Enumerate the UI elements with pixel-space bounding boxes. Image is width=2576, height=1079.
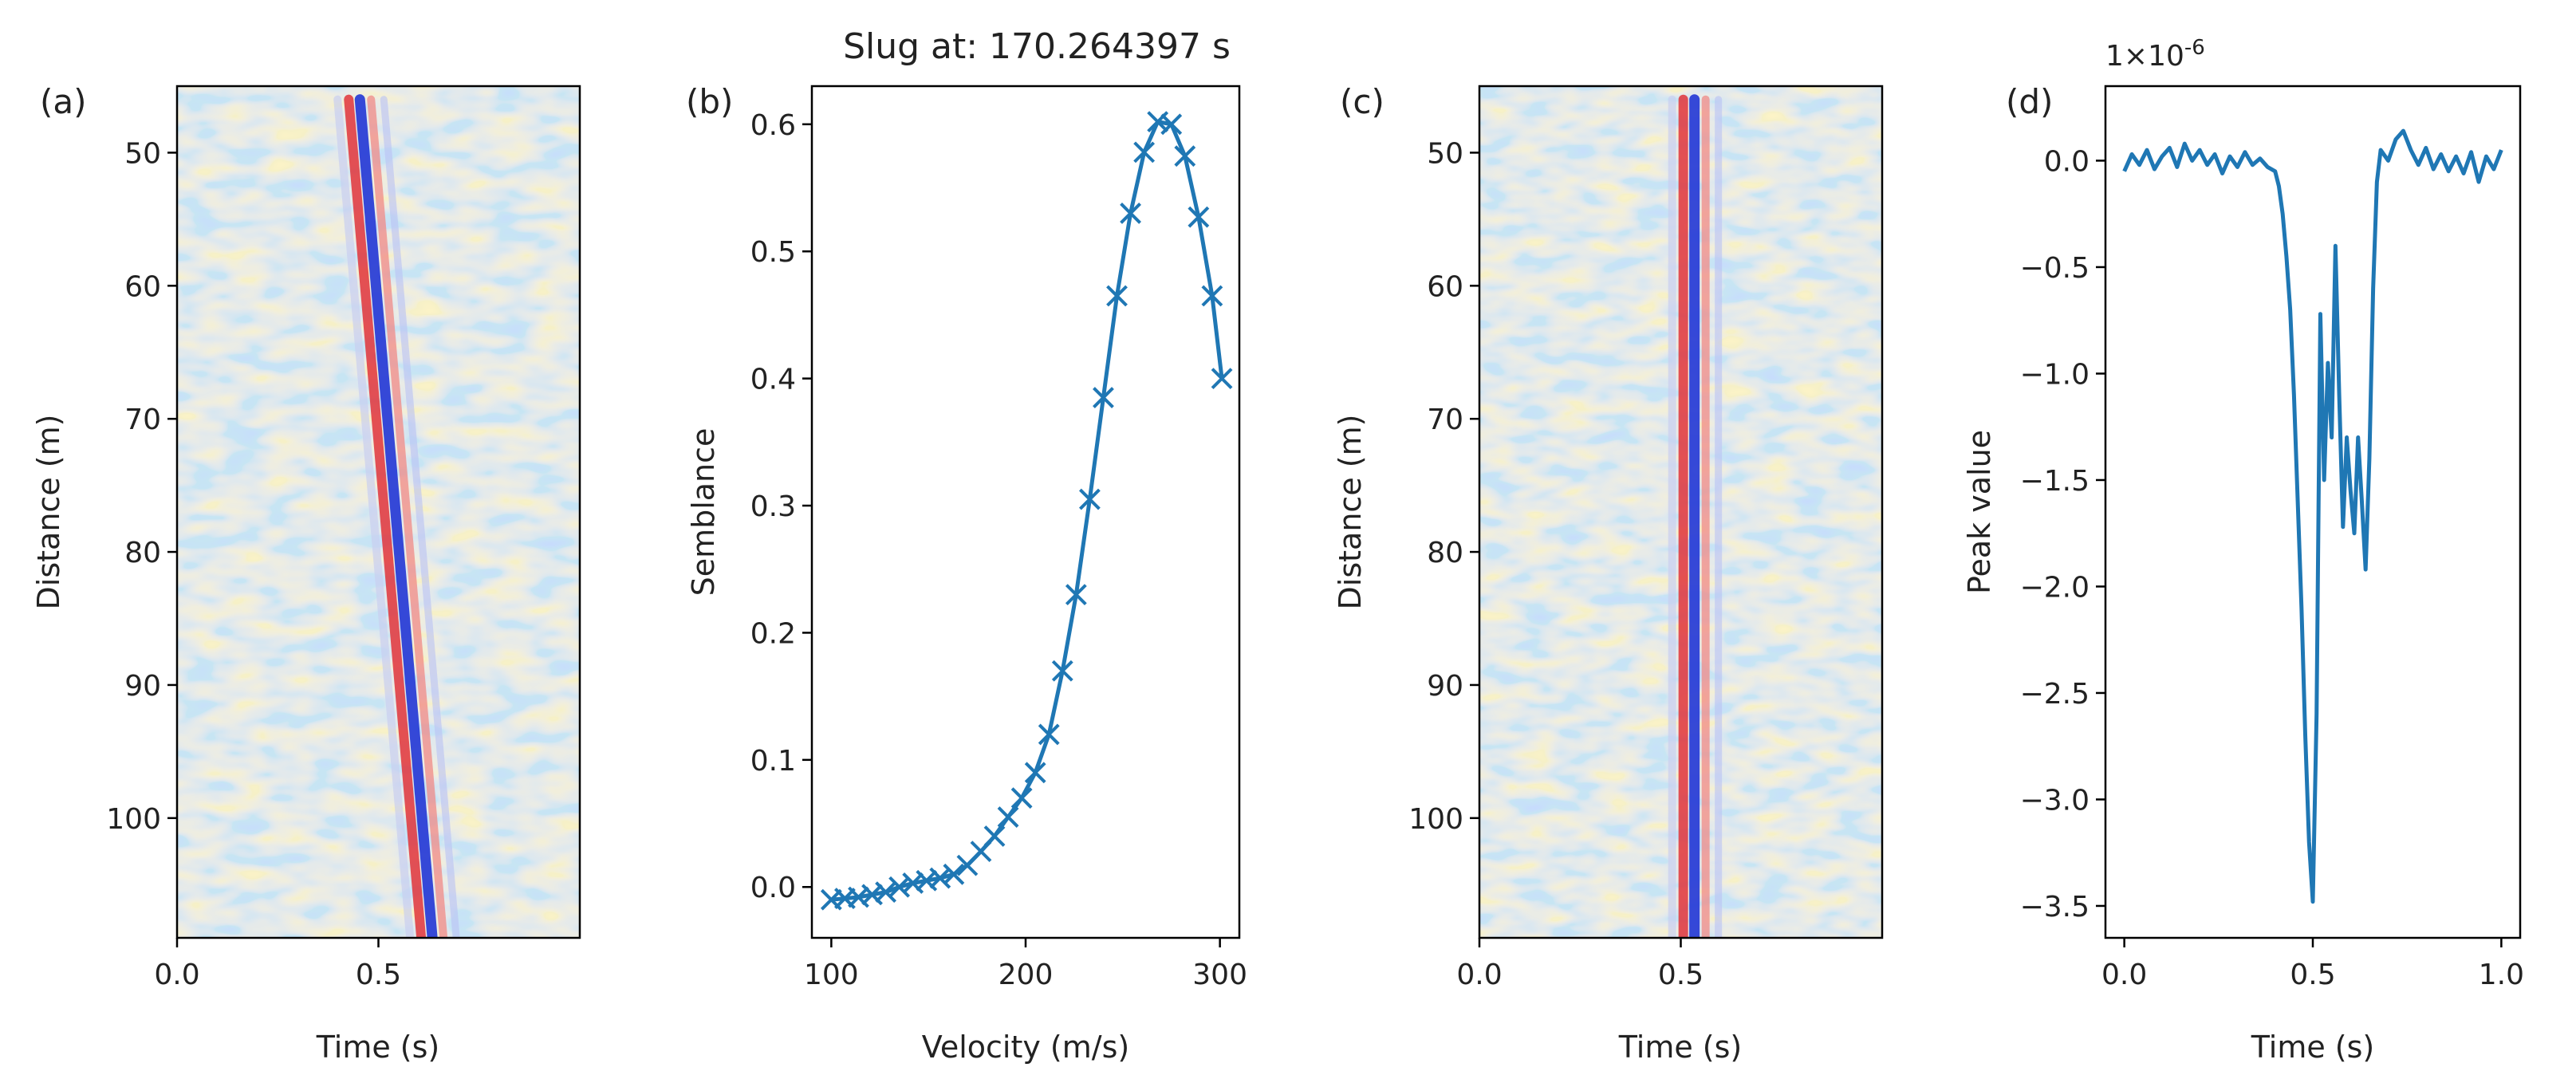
panel-c-ytick-label: 60 [1427, 270, 1463, 303]
panel-b-ytick-label: 0.3 [750, 490, 796, 523]
panel-b: 100 200 300 0.0 0.1 0.2 0.3 0.4 0.5 0.6 (b) Veloc… [686, 82, 1247, 1065]
panel-d-ytick-label: −2.5 [2020, 678, 2090, 711]
panel-a-label: (a) [40, 82, 87, 121]
figure-title: Slug at: 170.264397 s [843, 26, 1231, 67]
panel-a-ytick-label: 80 [124, 537, 161, 569]
panel-b-point-marker [1026, 763, 1045, 782]
panel-b-series-line [831, 122, 1222, 900]
panel-a-image [177, 86, 580, 938]
panel-b-xtick-label: 200 [998, 959, 1054, 991]
panel-c: 0.0 0.5 50 60 70 80 90 100 (c) Time (s) Distanc… [1333, 82, 1882, 1065]
panel-b-xtick-label: 300 [1192, 959, 1247, 991]
panel-c-xtick-label: 0.5 [1658, 959, 1704, 991]
panel-b-ytick-label: 0.1 [750, 745, 796, 778]
panel-a-ylabel: Distance (m) [31, 415, 66, 610]
panel-a: 0.0 0.5 50 60 70 80 90 100 (a) Time (s) Distanc… [31, 82, 580, 1065]
panel-a-ytick-label: 90 [124, 670, 161, 703]
panel-d-ytick-label: −1.0 [2020, 358, 2090, 391]
panel-d-ytick-label: −0.5 [2020, 252, 2090, 285]
panel-a-ytick-label: 70 [124, 404, 161, 436]
panel-a-ytick-label: 60 [124, 270, 161, 303]
panel-c-ytick-label: 70 [1427, 404, 1463, 436]
panel-b-point-marker [1012, 789, 1031, 808]
panel-a-ytick-label: 50 [124, 137, 161, 170]
panel-c-ytick-label: 90 [1427, 670, 1463, 703]
panel-b-xtick-label: 100 [804, 959, 859, 991]
panel-c-xtick-label: 0.0 [1456, 959, 1502, 991]
panel-b-xlabel: Velocity (m/s) [922, 1030, 1129, 1065]
panel-d-ytick-label: −3.0 [2020, 784, 2090, 817]
panel-b-ytick-label: 0.5 [750, 236, 796, 269]
panel-d-ylabel: Peak value [1962, 430, 1997, 594]
panel-b-frame [812, 86, 1239, 938]
panel-a-xtick-label: 0.0 [154, 959, 199, 991]
panel-d-xtick-label: 0.5 [2290, 959, 2335, 991]
panel-b-point-marker [998, 808, 1018, 827]
figure: Slug at: 170.264397 s 0.0 0.5 50 60 70 80 90 10… [0, 0, 2576, 1079]
panel-d-ytick-label: −2.0 [2020, 571, 2090, 604]
panel-d-ytick-label: −1.5 [2020, 465, 2090, 498]
panel-d-ytick-label: −3.5 [2020, 891, 2090, 923]
panel-b-ytick-label: 0.4 [750, 364, 796, 396]
panel-d-xtick-label: 0.0 [2101, 959, 2147, 991]
panel-d-xtick-label: 1.0 [2479, 959, 2524, 991]
panel-c-image [1479, 86, 1882, 938]
panel-c-label: (c) [1340, 82, 1385, 121]
panel-d-xlabel: Time (s) [2251, 1030, 2375, 1065]
panel-c-xlabel: Time (s) [1618, 1030, 1743, 1065]
panel-b-ytick-label: 0.2 [750, 617, 796, 650]
panel-d-scale-label: 1×10-6 [2105, 36, 2205, 73]
panel-b-ylabel: Semblance [686, 428, 721, 597]
panel-d-ytick-label: 0.0 [2044, 145, 2090, 178]
panel-b-label: (b) [686, 82, 733, 121]
panel-c-ytick-label: 100 [1408, 803, 1463, 836]
panel-a-ytick-label: 100 [106, 803, 161, 836]
panel-b-ytick-label: 0.0 [750, 872, 796, 904]
panel-d: 0.0 0.5 1.0 0.0 −0.5 −1.0 −1.5 −2.0 −2.5 −3.0 −3.5… [1962, 36, 2524, 1065]
panel-b-point-marker [985, 826, 1004, 845]
panel-c-ylabel: Distance (m) [1333, 415, 1368, 610]
panel-a-xtick-label: 0.5 [356, 959, 401, 991]
panel-a-xlabel: Time (s) [316, 1030, 440, 1065]
panel-c-ytick-label: 80 [1427, 537, 1463, 569]
panel-d-label: (d) [2006, 82, 2053, 121]
panel-d-series-line [2125, 131, 2502, 902]
panel-b-ytick-label: 0.6 [750, 109, 796, 142]
panel-c-ytick-label: 50 [1427, 137, 1463, 170]
